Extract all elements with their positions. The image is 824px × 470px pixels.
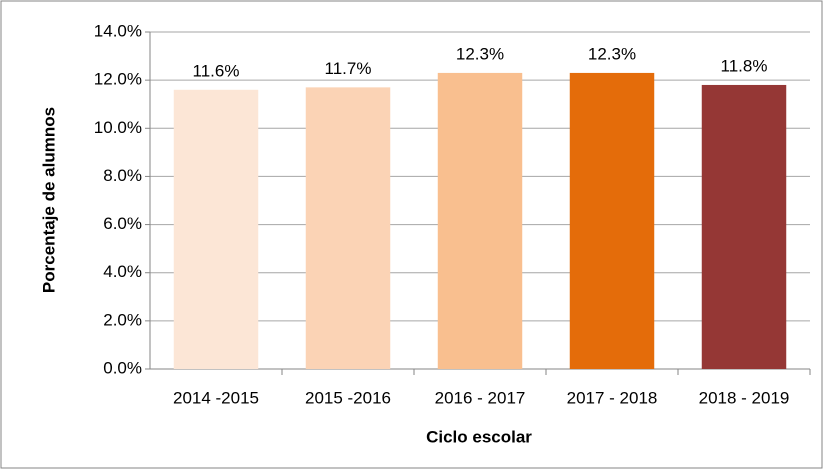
y-axis-label: Porcentaje de alumnos <box>39 107 58 293</box>
y-tick-label: 12.0% <box>94 70 142 89</box>
data-label: 11.6% <box>193 61 240 80</box>
data-label: 11.7% <box>325 59 372 78</box>
y-tick-label: 14.0% <box>94 21 142 40</box>
x-tick-label: 2015 -2016 <box>305 388 391 407</box>
x-tick-label: 2016 - 2017 <box>435 388 526 407</box>
data-label: 12.3% <box>456 44 504 63</box>
bar <box>173 89 259 370</box>
y-tick-label: 4.0% <box>103 262 142 281</box>
y-tick-label: 6.0% <box>103 214 142 233</box>
y-tick-label: 8.0% <box>103 166 142 185</box>
y-tick-label: 2.0% <box>103 310 142 329</box>
x-tick-label: 2017 - 2018 <box>567 388 658 407</box>
x-axis-label: Ciclo escolar <box>426 427 532 446</box>
x-tick-label: 2014 -2015 <box>173 388 259 407</box>
data-label: 12.3% <box>588 44 636 63</box>
y-tick-label: 10.0% <box>94 118 142 137</box>
y-tick-label: 0.0% <box>103 358 142 377</box>
bar <box>569 72 655 370</box>
data-label: 11.8% <box>721 56 768 75</box>
bar <box>437 72 523 370</box>
x-tick-label: 2018 - 2019 <box>699 388 790 407</box>
bar <box>701 84 787 369</box>
bar <box>305 87 391 369</box>
